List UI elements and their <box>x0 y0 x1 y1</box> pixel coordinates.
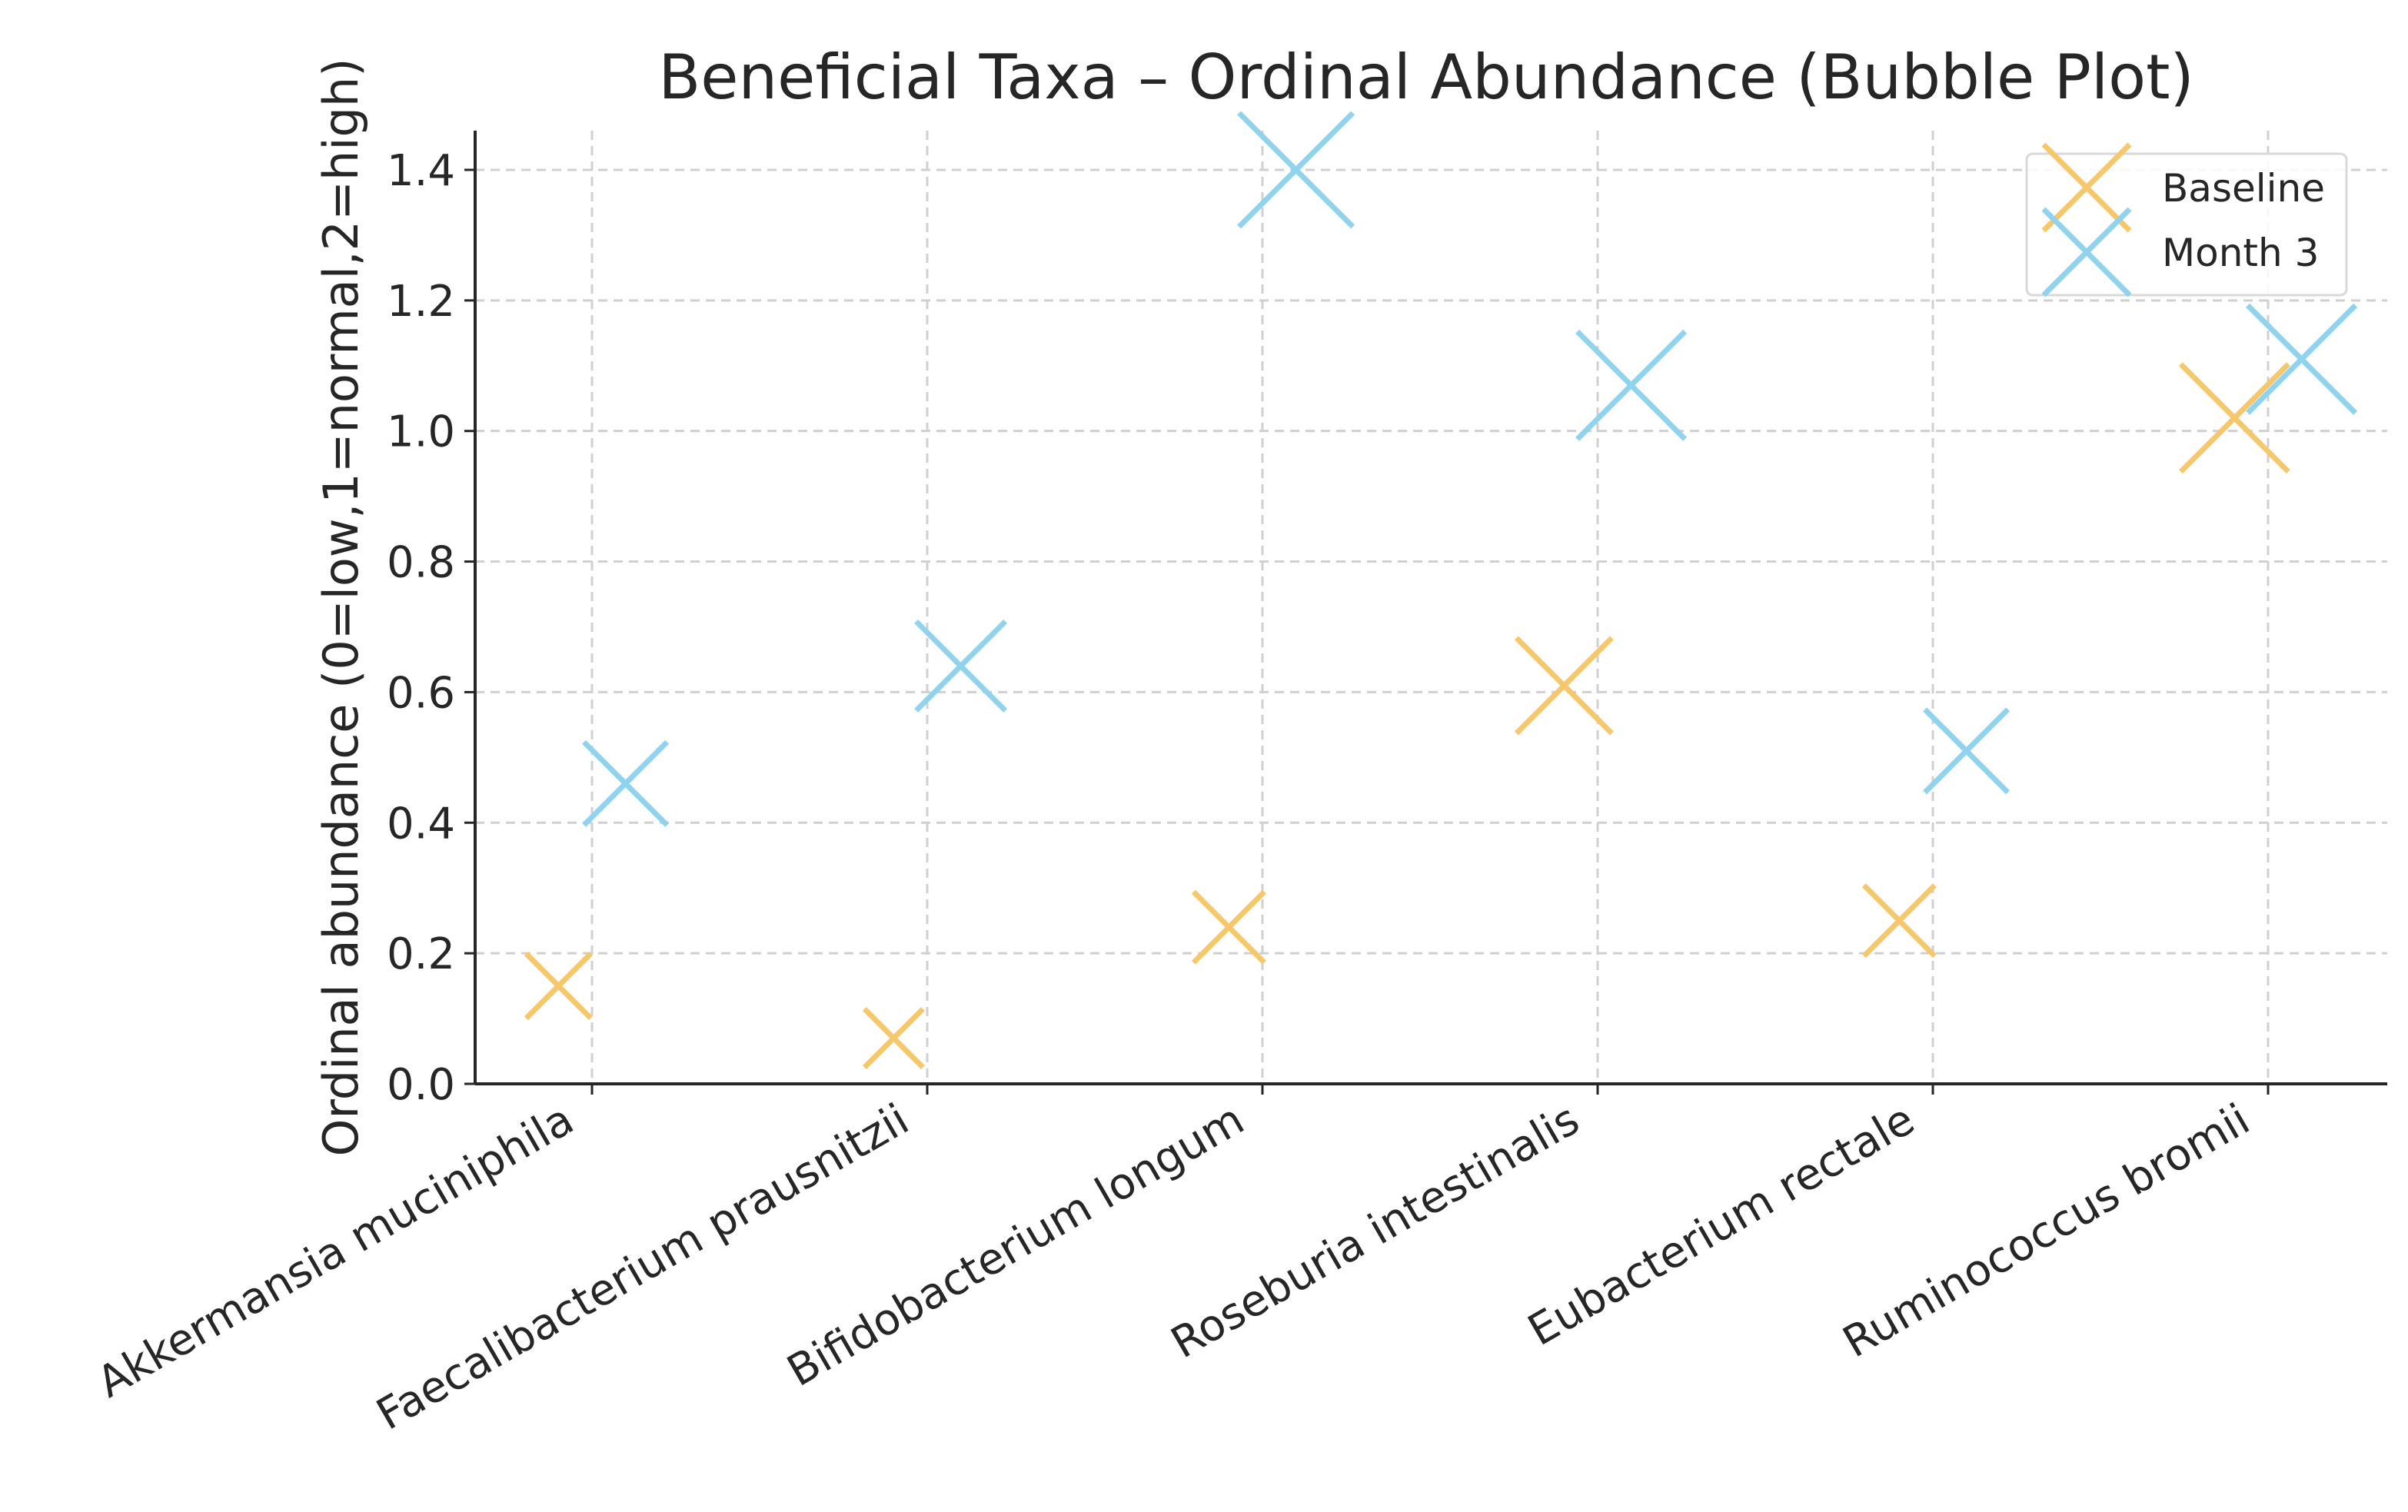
marker-stroke <box>2178 362 2290 474</box>
y-tick-label: 0.4 <box>387 799 455 849</box>
marker-stroke <box>914 619 1008 713</box>
data-point-baseline <box>1514 636 1614 736</box>
marker-stroke <box>1575 329 1688 441</box>
y-tick-label: 1.2 <box>387 277 455 327</box>
data-point-month-3 <box>1923 707 2011 795</box>
data-point-month-3 <box>914 619 1008 713</box>
legend-label: Month 3 <box>2162 231 2319 275</box>
marker-stroke <box>524 952 593 1021</box>
marker-stroke <box>1861 883 1937 959</box>
grid-lines <box>475 131 2387 1085</box>
data-point-baseline <box>1861 883 1937 959</box>
data-point-month-3 <box>2246 303 2358 415</box>
marker-stroke <box>2041 142 2132 233</box>
y-tick-label: 0.2 <box>387 929 455 979</box>
y-axis-ticks: 0.0 0.2 0.4 0.6 0.8 1.0 1.2 1.4 <box>387 146 475 1110</box>
marker-stroke <box>2041 207 2132 297</box>
marker-stroke <box>2246 303 2358 415</box>
axes <box>474 131 2387 1085</box>
legend-marker <box>2041 207 2132 297</box>
legend-box <box>2025 152 2348 297</box>
data-point-baseline <box>524 952 593 1021</box>
marker-stroke <box>1514 636 1614 736</box>
legend-label: Baseline <box>2162 166 2325 211</box>
y-tick-label: 1.0 <box>387 407 455 457</box>
data-point-month-3 <box>1575 329 1688 441</box>
chart-title: Beneficial Taxa – Ordinal Abundance (Bub… <box>658 42 2193 113</box>
data-point-month-3 <box>1237 111 1355 229</box>
marker-stroke <box>1237 111 1355 229</box>
data-points <box>524 111 2358 1070</box>
data-point-baseline <box>862 1007 925 1070</box>
marker-stroke <box>1191 889 1266 965</box>
data-point-month-3 <box>582 739 670 827</box>
y-tick-label: 0.8 <box>387 538 455 588</box>
marker-stroke <box>1923 707 2011 795</box>
marker-stroke <box>862 1007 925 1070</box>
y-tick-label: 0.6 <box>387 668 455 718</box>
legend-marker <box>2041 142 2132 233</box>
data-point-baseline <box>1191 889 1266 965</box>
marker-stroke <box>582 739 670 827</box>
y-axis-label: Ordinal abundance (0=low,1=normal,2=high… <box>313 58 369 1157</box>
legend: Baseline Month 3 <box>2025 142 2348 297</box>
y-tick-label: 0.0 <box>387 1060 455 1110</box>
x-tick-label: Faecalibacterium prausnitzii <box>368 1095 917 1441</box>
x-axis-ticks: Akkermansia muciniphilaFaecalibacterium … <box>89 1084 2270 1441</box>
data-point-baseline <box>2178 362 2290 474</box>
y-tick-label: 1.4 <box>387 146 455 196</box>
